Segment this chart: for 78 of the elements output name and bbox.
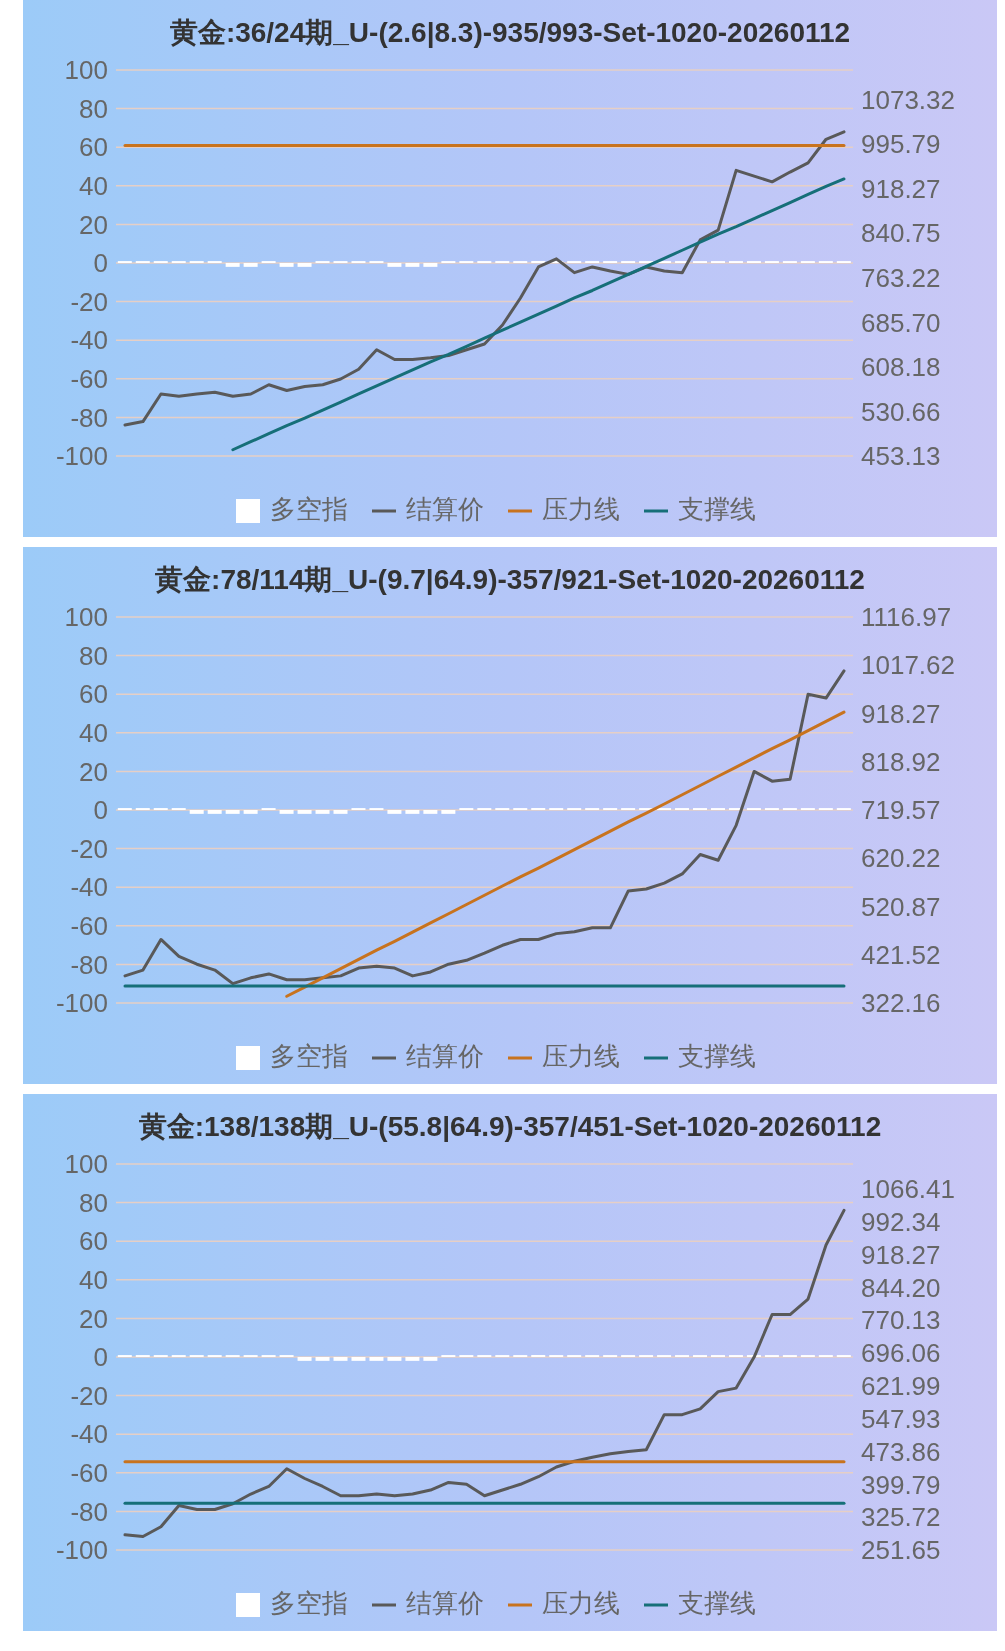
- y2-tick-label: 399.79: [861, 1469, 941, 1500]
- y2-tick-label: 995.79: [861, 129, 941, 160]
- y-tick-label: 0: [93, 248, 108, 279]
- y-tick-label: -80: [70, 949, 108, 980]
- y-tick-label: -60: [70, 364, 108, 395]
- y2-tick-label: 608.18: [861, 352, 941, 383]
- y-tick-label: -100: [55, 441, 108, 472]
- y2-tick-label: 1017.62: [861, 650, 955, 681]
- y2-tick-label: 473.86: [861, 1436, 941, 1467]
- y-tick-label: 60: [79, 679, 108, 710]
- legend-label: 结算价: [406, 494, 484, 524]
- y2-tick-label: 992.34: [861, 1207, 941, 1237]
- y2-tick-label: 621.99: [861, 1371, 941, 1402]
- y-tick-label: -60: [70, 1458, 108, 1489]
- y2-tick-label: 1073.32: [861, 84, 955, 115]
- y-tick-label: 20: [79, 756, 108, 787]
- y2-tick-label: 918.27: [861, 173, 941, 204]
- chart-title: 黄金:78/114期_U-(9.7|64.9)-357/921-Set-1020-20260112: [154, 563, 866, 597]
- y2-tick-label: 685.70: [861, 307, 941, 338]
- y2-tick-label: 530.66: [861, 396, 941, 427]
- y2-tick-label: 325.72: [861, 1502, 941, 1533]
- y-tick-label: -20: [70, 833, 108, 864]
- legend-label: 支撑线: [678, 1588, 756, 1618]
- y2-tick-label: 696.06: [861, 1338, 941, 1369]
- y-tick-label: -80: [70, 1496, 108, 1527]
- y2-tick-label: 719.57: [861, 795, 941, 826]
- y-tick-label: -40: [70, 325, 108, 356]
- y2-tick-label: 453.13: [861, 441, 941, 472]
- y-tick-label: 60: [79, 132, 108, 163]
- y-tick-label: 0: [93, 795, 108, 826]
- y-tick-label: -60: [70, 911, 108, 942]
- legend-label: 支撑线: [678, 1041, 756, 1071]
- y-tick-label: 40: [79, 718, 108, 749]
- y-tick-label: 60: [79, 1226, 108, 1257]
- y-tick-label: 20: [79, 209, 108, 240]
- legend-label: 结算价: [406, 1041, 484, 1071]
- legend-label: 多空指: [270, 1041, 348, 1071]
- y2-tick-label: 251.65: [861, 1535, 941, 1566]
- y-tick-label: 40: [79, 171, 108, 202]
- y-tick-label: 80: [79, 1187, 108, 1218]
- y-tick-label: -100: [55, 1535, 108, 1566]
- y-tick-label: 100: [64, 602, 108, 633]
- y-tick-label: -40: [70, 1419, 108, 1450]
- y-tick-label: -40: [70, 872, 108, 903]
- y2-tick-label: 1116.97: [861, 602, 952, 633]
- legend-label: 压力线: [542, 494, 620, 524]
- y2-tick-label: 770.13: [861, 1305, 941, 1336]
- legend-label: 压力线: [542, 1588, 620, 1618]
- y2-tick-label: 844.20: [861, 1272, 941, 1303]
- y2-tick-label: 818.92: [861, 746, 941, 777]
- y2-tick-label: 421.52: [861, 939, 941, 970]
- legend-label: 压力线: [542, 1041, 620, 1071]
- y2-tick-label: 918.27: [861, 1239, 941, 1270]
- y-tick-label: 0: [93, 1342, 108, 1373]
- y2-tick-label: 322.16: [861, 988, 941, 1019]
- y-tick-label: 80: [79, 640, 108, 671]
- chart-title: 黄金:138/138期_U-(55.8|64.9)-357/451-Set-1020-20260112: [137, 1110, 883, 1144]
- legend-label: 多空指: [270, 1588, 348, 1618]
- y2-tick-label: 840.75: [861, 218, 941, 249]
- y-tick-label: -20: [70, 1380, 108, 1411]
- y2-tick-label: 918.27: [861, 698, 941, 729]
- y-tick-label: 100: [64, 1149, 108, 1180]
- y-tick-label: 20: [79, 1303, 108, 1334]
- y-tick-label: -80: [70, 402, 108, 433]
- y-tick-label: -100: [55, 988, 108, 1019]
- legend-label: 结算价: [406, 1588, 484, 1618]
- y2-tick-label: 620.22: [861, 843, 941, 874]
- legend-label: 支撑线: [678, 494, 756, 524]
- y2-tick-label: 763.22: [861, 262, 941, 293]
- y2-tick-label: 1066.41: [861, 1174, 955, 1205]
- y-tick-label: 100: [64, 55, 108, 86]
- y2-tick-label: 547.93: [861, 1403, 941, 1434]
- y-tick-label: 40: [79, 1265, 108, 1296]
- legend-label: 多空指: [270, 494, 348, 524]
- y2-tick-label: 520.87: [861, 891, 941, 922]
- y-tick-label: -20: [70, 286, 108, 317]
- chart-title: 黄金:36/24期_U-(2.6|8.3)-935/993-Set-1020-20260112: [168, 16, 852, 50]
- y-tick-label: 80: [79, 93, 108, 124]
